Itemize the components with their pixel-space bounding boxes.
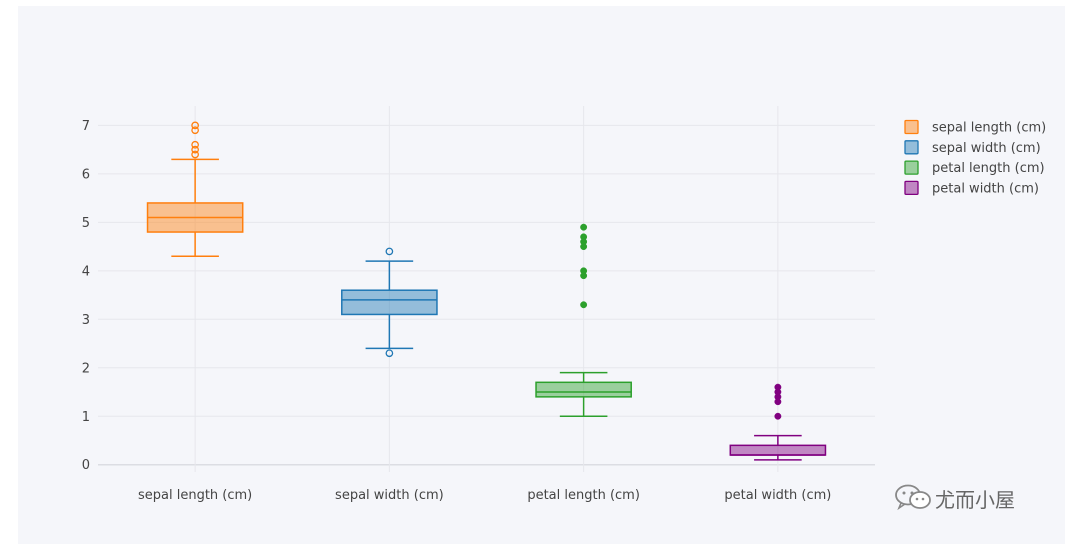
legend-label: petal width (cm) <box>932 181 1039 196</box>
x-tick-label: sepal length (cm) <box>138 488 252 503</box>
outlier-point <box>385 349 394 358</box>
outlier-point <box>191 145 199 154</box>
x-tick-label: petal width (cm) <box>724 488 831 503</box>
legend-swatch <box>904 140 919 155</box>
outlier-point <box>385 247 394 256</box>
x-tick-label: petal length (cm) <box>527 488 640 503</box>
outlier-point <box>580 267 588 275</box>
outlier-point <box>191 140 199 149</box>
outlier-point <box>774 412 782 420</box>
x-tick-label: sepal width (cm) <box>335 488 444 503</box>
outlier-point <box>580 223 588 231</box>
wechat-icon <box>895 484 931 511</box>
box-4 <box>729 444 827 456</box>
y-tick-label: 3 <box>82 313 90 328</box>
y-tick-label: 7 <box>82 119 90 134</box>
box-3 <box>535 381 632 398</box>
y-tick-label: 1 <box>82 410 90 425</box>
y-tick-label: 4 <box>82 264 90 279</box>
chart-panel: 0 1 2 3 4 5 6 7 sepal length (cm) sepal width (cm… <box>18 6 1065 544</box>
legend-label: sepal width (cm) <box>932 141 1041 156</box>
outlier-point <box>191 150 199 159</box>
legend-label: sepal length (cm) <box>932 121 1046 136</box>
y-tick-label: 5 <box>82 216 90 231</box>
y-tick-label: 0 <box>82 458 90 473</box>
box-2 <box>341 289 438 316</box>
outlier-point <box>774 383 782 391</box>
outlier-point <box>580 233 588 241</box>
outlier-point <box>191 121 199 130</box>
outlier-point <box>191 126 199 135</box>
y-tick-label: 6 <box>82 167 90 182</box>
legend-swatch <box>904 180 919 196</box>
watermark: 尤而小屋 <box>893 482 1053 512</box>
watermark-text: 尤而小屋 <box>935 488 1015 512</box>
legend-swatch <box>904 119 919 135</box>
legend-swatch <box>904 160 919 175</box>
y-tick-label: 2 <box>82 361 90 376</box>
box-plot: 0 1 2 3 4 5 6 7 sepal length (cm) sepal width (cm… <box>82 106 1046 503</box>
legend-label: petal length (cm) <box>932 161 1045 176</box>
outlier-point <box>580 301 588 309</box>
